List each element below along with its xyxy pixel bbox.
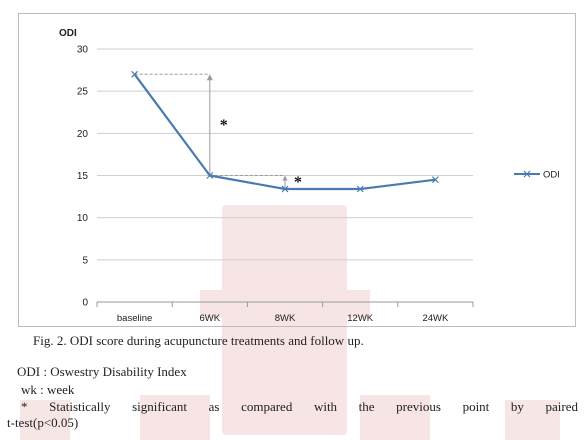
- note-word: by: [510, 399, 524, 414]
- x-tick-label: 12WK: [347, 313, 374, 324]
- significance-marker: *: [220, 117, 228, 134]
- y-tick-label: 30: [77, 45, 89, 56]
- arrow-head: [282, 175, 288, 181]
- y-tick-label: 0: [82, 298, 88, 309]
- y-tick-label: 15: [77, 171, 89, 182]
- chart-frame: 0 5 10 15 20 25 30 baseline 6WK 8WK 12WK 24WK * * O…: [18, 13, 576, 327]
- data-point-mark: [431, 176, 439, 184]
- note-word: significant: [132, 399, 187, 414]
- chart-title: ODI: [59, 28, 77, 39]
- note-word: previous: [396, 399, 441, 414]
- x-tick-label: baseline: [117, 313, 152, 324]
- data-point-mark: [356, 185, 364, 193]
- x-tick-label: 24WK: [422, 313, 449, 324]
- legend-label: ODI: [543, 170, 560, 181]
- data-point-mark: [131, 70, 139, 78]
- note-word: paired: [545, 399, 578, 414]
- note-significance-line-1: * Statistically significant as compared with t…: [7, 399, 578, 415]
- note-wk: wk : week: [21, 382, 75, 397]
- series-odi: [131, 70, 439, 193]
- x-tick-label: 8WK: [275, 313, 296, 324]
- note-word: as: [208, 399, 220, 414]
- legend: ODI: [514, 170, 560, 181]
- figure-caption: Fig. 2. ODI score during acupuncture tre…: [33, 333, 364, 348]
- legend-marker: [523, 170, 531, 178]
- significance-guides: **: [134, 73, 302, 191]
- note-significance: * Statistically significant as compared with t…: [7, 399, 578, 431]
- note-word: Statistically: [49, 399, 111, 414]
- note-word: compared: [241, 399, 293, 414]
- arrow-head: [206, 74, 213, 81]
- note-odi: ODI : Oswestry Disability Index: [17, 364, 187, 379]
- note-word: with: [313, 399, 338, 414]
- x-tick-label: 6WK: [200, 313, 221, 324]
- data-point-mark: [281, 185, 289, 193]
- y-tick-label: 25: [77, 87, 89, 98]
- note-word: point: [462, 399, 490, 414]
- note-word: *: [21, 399, 28, 414]
- data-point: [206, 172, 214, 179]
- data-point-mark: [206, 172, 214, 179]
- y-tick-label: 10: [77, 213, 89, 224]
- note-significance-line-2: t-test(p<0.05): [7, 415, 79, 430]
- data-point: [131, 70, 139, 78]
- gridlines: [97, 48, 473, 261]
- y-tick-label: 5: [82, 255, 88, 266]
- x-tick-labels: baseline 6WK 8WK 12WK 24WK: [117, 313, 449, 324]
- note-word: the: [358, 399, 375, 414]
- y-tick-labels: 0 5 10 15 20 25 30: [77, 45, 89, 309]
- x-axis: [96, 301, 474, 307]
- y-tick-label: 20: [77, 129, 89, 140]
- significance-marker: *: [294, 174, 302, 191]
- data-point: [356, 185, 364, 193]
- data-point: [431, 176, 439, 184]
- data-point: [281, 185, 289, 193]
